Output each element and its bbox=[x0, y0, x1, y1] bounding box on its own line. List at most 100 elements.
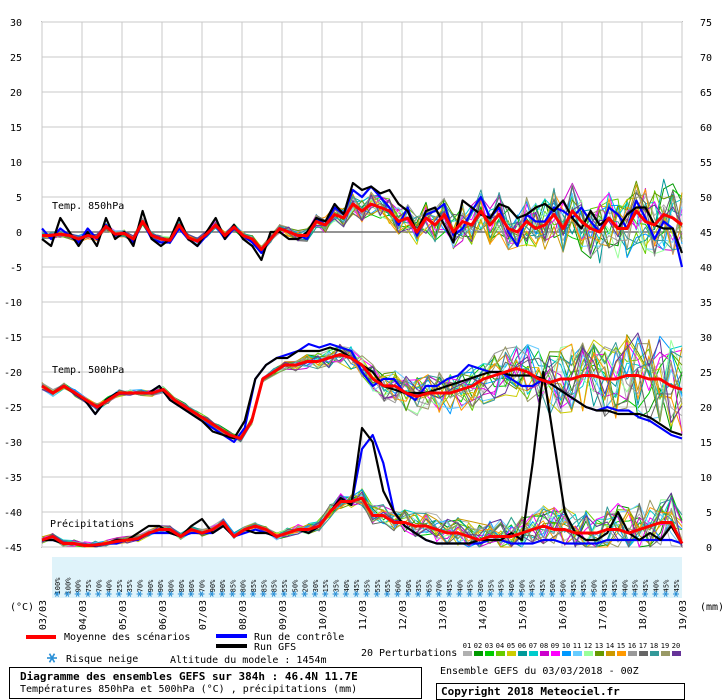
snowflake-icon bbox=[250, 591, 257, 597]
x-tick-label: 15/03 bbox=[518, 600, 529, 630]
snowflake-stroke bbox=[96, 591, 101, 597]
snow-risk-value: 50% bbox=[560, 579, 568, 592]
snow-risk-value: 40% bbox=[456, 579, 464, 592]
snow-risk-value: 45% bbox=[529, 579, 537, 592]
y-tick-label-right: 40 bbox=[700, 263, 712, 274]
perturbation-number: 15 bbox=[617, 642, 625, 650]
series-line-t850 bbox=[42, 202, 683, 251]
snowflake-icon bbox=[652, 591, 659, 597]
legend: Moyenne des scénarios Run de contrôle Ru… bbox=[26, 631, 681, 666]
snow-risk-value: 65% bbox=[425, 579, 433, 592]
y-tick-label-left: -5 bbox=[10, 263, 22, 274]
perturbation-number: 17 bbox=[639, 642, 647, 650]
snowflake-stroke bbox=[622, 591, 627, 597]
perturbation-swatch bbox=[628, 651, 637, 656]
copyright: Copyright 2018 Meteociel.fr bbox=[441, 685, 620, 698]
snowflake-stroke bbox=[405, 591, 410, 597]
y-tick-label-left: 30 bbox=[10, 18, 22, 29]
snow-risk-value: 70% bbox=[95, 579, 103, 592]
snowflake-icon bbox=[404, 591, 411, 597]
snowflake-icon bbox=[260, 591, 267, 597]
snowflake-icon bbox=[311, 591, 318, 597]
snowflake-stroke bbox=[230, 591, 235, 597]
snowflake-icon bbox=[136, 591, 143, 597]
y-tick-label-right: 60 bbox=[700, 123, 712, 134]
snowflake-stroke bbox=[416, 591, 421, 597]
snowflake-icon bbox=[126, 591, 133, 597]
y-tick-label-left: -45 bbox=[4, 543, 22, 554]
snowflake-icon bbox=[157, 591, 164, 597]
snow-risk-value: 80% bbox=[178, 579, 186, 592]
snowflake-stroke bbox=[302, 591, 307, 597]
snowflake-stroke bbox=[374, 591, 379, 597]
snowflake-stroke bbox=[426, 591, 431, 597]
snow-risk-value: 90% bbox=[209, 579, 217, 592]
snow-risk-value: 100% bbox=[54, 577, 62, 595]
ensemble-info: Ensemble GEFS du 03/03/2018 - 00Z bbox=[440, 666, 639, 677]
snowflake-icon bbox=[425, 591, 432, 597]
snowflake-icon bbox=[673, 591, 679, 597]
snowflake-stroke bbox=[343, 591, 348, 597]
snowflake-icon bbox=[662, 591, 669, 597]
snowflake-icon bbox=[146, 591, 153, 597]
snowflake-stroke bbox=[168, 591, 173, 597]
snowflake-stroke bbox=[86, 591, 90, 597]
main-series-lines bbox=[41, 181, 684, 548]
legend-perturbations-label: 20 Perturbations bbox=[361, 648, 457, 659]
series-line-precip bbox=[41, 496, 684, 548]
y-tick-label-left: 5 bbox=[16, 193, 22, 204]
snowflake-icon bbox=[219, 591, 226, 597]
y-tick-label-left: -20 bbox=[4, 368, 22, 379]
snow-risk-value: 25% bbox=[116, 579, 124, 592]
snow-risk-value: 100% bbox=[64, 577, 72, 595]
snow-risk-value: 55% bbox=[374, 579, 382, 592]
snow-risk-value: 85% bbox=[271, 579, 279, 592]
snow-risk-value: 75% bbox=[85, 579, 93, 592]
perturbation-number: 04 bbox=[496, 642, 504, 650]
x-tick-label: 16/03 bbox=[558, 600, 569, 630]
copyright-box: Copyright 2018 Meteociel.fr bbox=[436, 683, 685, 700]
y-tick-label-left: 10 bbox=[10, 158, 22, 169]
snowflake-stroke bbox=[158, 591, 163, 597]
title-box: Diagramme des ensembles GEFS sur 384h : … bbox=[9, 667, 422, 699]
perturbation-swatch bbox=[573, 651, 582, 656]
y-tick-label-right: 70 bbox=[700, 53, 712, 64]
perturbation-swatch bbox=[672, 651, 681, 656]
y-tick-label-left: -10 bbox=[4, 298, 22, 309]
snowflake-icon bbox=[384, 591, 391, 597]
x-tick-label: 11/03 bbox=[358, 600, 369, 630]
snowflake-icon bbox=[280, 591, 287, 597]
snowflake-icon bbox=[507, 591, 514, 597]
snowflake-stroke bbox=[147, 591, 152, 597]
snowflake-icon bbox=[95, 591, 102, 597]
y-tick-label-right: 45 bbox=[700, 228, 712, 239]
snowflake-stroke bbox=[312, 591, 317, 597]
perturbation-line-t500 bbox=[41, 342, 683, 438]
left-axis-ticks: 30 25 20 15 10 5 0 -5 -10 -15 -20 -25 -30 -35 -40 -45 bbox=[4, 18, 22, 554]
snowflake-stroke bbox=[323, 591, 328, 597]
snow-risk-value: 30% bbox=[312, 579, 320, 592]
left-axis-unit: (°C) bbox=[10, 602, 34, 613]
snow-risk-value: 40% bbox=[343, 579, 351, 592]
snowflake-icon bbox=[446, 591, 453, 597]
perturbation-number: 02 bbox=[474, 642, 482, 650]
y-tick-label-right: 0 bbox=[706, 543, 712, 554]
y-tick-label-left: 0 bbox=[16, 228, 22, 239]
x-tick-label: 19/03 bbox=[678, 600, 689, 630]
snowflake-icon bbox=[394, 591, 401, 597]
y-tick-label-left: 20 bbox=[10, 88, 22, 99]
y-tick-label-right: 10 bbox=[700, 473, 712, 484]
perturbation-number: 09 bbox=[551, 642, 559, 650]
perturbation-swatch bbox=[606, 651, 615, 656]
snowflake-stroke bbox=[570, 591, 575, 597]
perturbation-number: 14 bbox=[606, 642, 614, 650]
snowflake-stroke bbox=[199, 591, 204, 597]
snowflake-icon bbox=[476, 591, 483, 597]
snowflake-icon bbox=[435, 591, 442, 597]
snowflake-stroke bbox=[612, 591, 617, 597]
perturbation-number: 05 bbox=[507, 642, 515, 650]
y-tick-label-right: 15 bbox=[700, 438, 712, 449]
snowflake-icon bbox=[84, 591, 91, 597]
snow-risk-value: 45% bbox=[601, 579, 609, 592]
